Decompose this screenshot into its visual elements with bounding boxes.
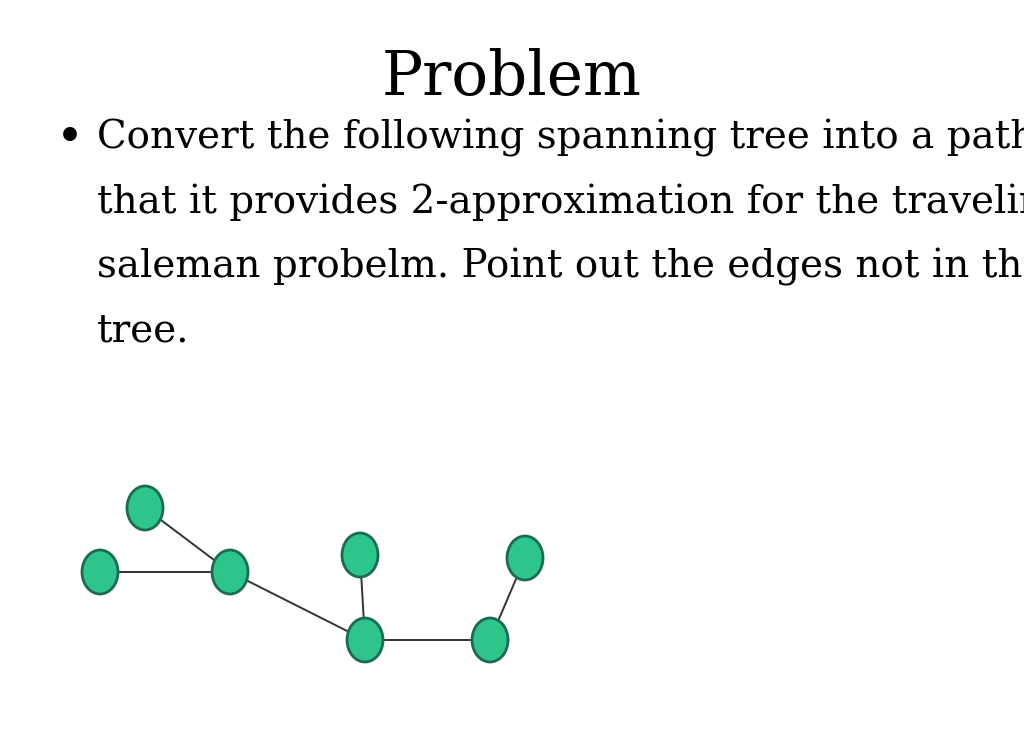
Ellipse shape bbox=[82, 550, 118, 594]
Ellipse shape bbox=[342, 533, 378, 577]
Text: tree.: tree. bbox=[97, 313, 189, 349]
Ellipse shape bbox=[212, 550, 248, 594]
Ellipse shape bbox=[347, 618, 383, 662]
Text: •: • bbox=[56, 116, 84, 161]
Text: Convert the following spanning tree into a path so: Convert the following spanning tree into… bbox=[97, 119, 1024, 157]
Text: Problem: Problem bbox=[382, 48, 642, 108]
Text: that it provides 2-approximation for the traveling: that it provides 2-approximation for the… bbox=[97, 184, 1024, 222]
Ellipse shape bbox=[507, 536, 543, 580]
Ellipse shape bbox=[127, 486, 163, 530]
Text: saleman probelm. Point out the edges not in the: saleman probelm. Point out the edges not… bbox=[97, 248, 1024, 286]
Ellipse shape bbox=[472, 618, 508, 662]
